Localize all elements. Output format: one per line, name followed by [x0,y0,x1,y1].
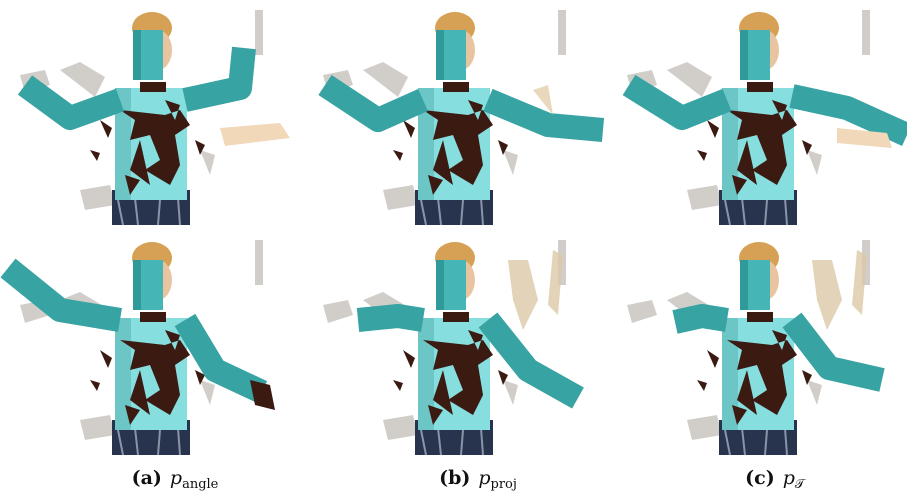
caption-c: (c) p𝒯 [745,467,807,492]
panel-c-bottom [627,240,882,455]
caption-symbol: p [783,467,795,489]
caption-subscript: angle [182,477,219,492]
panel-a-top [20,10,290,225]
panel-b-bottom [323,240,578,455]
caption-label: (a) [132,467,162,489]
caption-label: (b) [439,467,470,489]
panel-b-top [323,10,603,225]
caption-label: (c) [745,467,775,489]
caption-subscript: 𝒯 [795,477,807,492]
figure: (a)pangle (b)pproj (c)p𝒯 [0,0,907,497]
caption-symbol: p [478,467,490,489]
caption-a: (a) pangle [132,467,219,492]
caption-b: (b) pproj [439,467,517,492]
panel-c-top [627,10,907,225]
caption-subscript: proj [491,477,517,492]
caption-symbol: p [170,467,182,489]
panel-a-bottom [8,240,275,455]
